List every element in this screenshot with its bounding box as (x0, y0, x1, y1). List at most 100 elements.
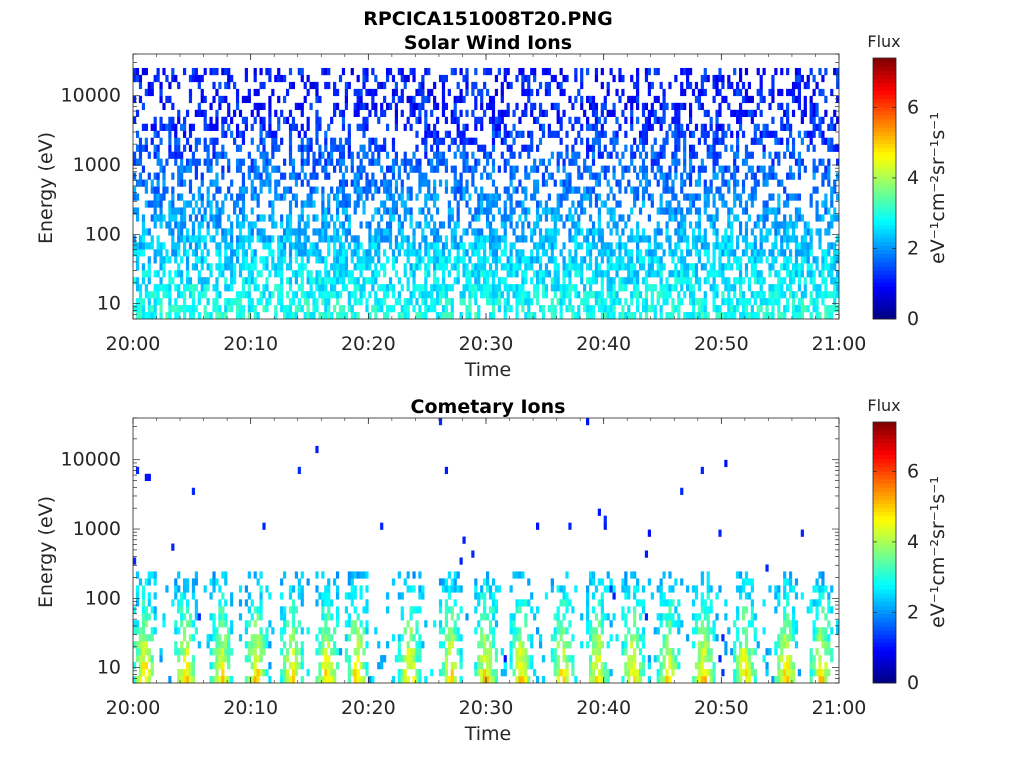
spectrogram-cell (377, 284, 381, 292)
spectrogram-cell (385, 74, 390, 83)
spectrogram-cell (250, 263, 254, 271)
spectrogram-cell (630, 123, 634, 131)
spectrogram-cell (786, 270, 790, 278)
spectrogram-cell (594, 109, 599, 118)
spectrogram-cell (491, 277, 496, 285)
spectrogram-cell (283, 186, 287, 194)
spectrogram-cell (815, 305, 819, 313)
spectrogram-cell (291, 270, 296, 278)
spectrogram-cell (503, 242, 507, 250)
spectrogram-cell (650, 256, 654, 264)
spectrogram-cell (409, 207, 413, 215)
spectrogram-cell (583, 193, 587, 201)
spectrogram-cell (736, 193, 740, 201)
spectrogram-cell (371, 88, 375, 97)
spectrogram-cell (421, 95, 425, 104)
spectrogram-cell (509, 151, 513, 159)
spectrogram-cell (733, 109, 737, 118)
spectrogram-cell (147, 571, 151, 579)
y-tick-label: 1000 (73, 154, 121, 176)
spectrogram-cell (580, 74, 584, 83)
spectrogram-cell (371, 151, 375, 159)
spectrogram-cell (768, 193, 772, 201)
spectrogram-cell (430, 291, 434, 299)
spectrogram-cell (144, 578, 148, 586)
spectrogram-cell (288, 151, 293, 159)
spectrogram-cell (409, 186, 413, 194)
spectrogram-cell (503, 109, 507, 118)
spectrogram-cell (744, 144, 749, 152)
spectrogram-cell (294, 662, 298, 670)
spectrogram-cell (574, 95, 578, 104)
spectrogram-cell (138, 144, 143, 152)
spectrogram-cell (424, 172, 428, 180)
spectrogram-cell (618, 263, 622, 271)
spectrogram-cell (362, 662, 366, 670)
spectrogram-cell (597, 207, 601, 215)
spectrogram-cell (356, 676, 360, 684)
colorbar-segment (873, 229, 896, 234)
spectrogram-cell (415, 158, 419, 166)
spectrogram-cell (441, 109, 446, 118)
spectrogram-cell (503, 207, 507, 215)
spectrogram-cell (641, 256, 646, 264)
spectrogram-cell (227, 165, 231, 173)
spectrogram-cell (306, 214, 310, 222)
spectrogram-cell (347, 200, 351, 208)
spectrogram-cell (421, 641, 425, 649)
spectrogram-cell (377, 207, 381, 215)
spectrogram-cell (191, 207, 196, 215)
spectrogram-cell (574, 284, 578, 292)
spectrogram-cell (183, 284, 187, 292)
spectrogram-cell (238, 613, 243, 621)
spectrogram-cell (724, 200, 728, 208)
spectrogram-cell (497, 123, 501, 131)
spectrogram-cell (568, 256, 572, 264)
spectrogram-cell (212, 151, 216, 159)
spectrogram-cell (553, 242, 557, 250)
spectrogram-cell (756, 277, 760, 285)
spectrogram-cell (530, 249, 534, 257)
spectrogram-cell (650, 151, 654, 159)
spectrogram-cell (297, 214, 301, 222)
spectrogram-cell (156, 235, 160, 243)
spectrogram-cell (133, 277, 137, 285)
spectrogram-cell (241, 249, 246, 257)
spectrogram-cell (609, 207, 613, 215)
spectrogram-cell (168, 95, 172, 104)
spectrogram-cell (603, 242, 607, 250)
spectrogram-cell (683, 102, 687, 111)
spectrogram-cell (553, 263, 557, 271)
colorbar-segment (873, 159, 896, 165)
spectrogram-cell (521, 88, 525, 97)
spectrogram-cell (612, 214, 616, 222)
spectrogram-cell (491, 256, 496, 264)
spectrogram-cell (165, 123, 169, 131)
spectrogram-cell (797, 284, 802, 292)
spectrogram-cell (218, 676, 222, 684)
spectrogram-cell (506, 256, 510, 264)
spectrogram-cell (647, 263, 651, 271)
spectrogram-cell (765, 123, 769, 131)
spectrogram-cell (583, 305, 587, 313)
spectrogram-cell (433, 235, 437, 243)
spectrogram-cell (780, 235, 784, 243)
spectrogram-cell (391, 165, 396, 173)
spectrogram-cell (177, 648, 181, 656)
spectrogram-cell (412, 284, 416, 292)
spectrogram-cell (159, 655, 163, 663)
spectrogram-cell (309, 312, 313, 320)
spectrogram-cell (721, 130, 725, 138)
spectrogram-cell (762, 144, 766, 152)
spectrogram-cell (412, 676, 416, 684)
spectrogram-cell (553, 221, 557, 229)
spectrogram-cell (383, 249, 387, 257)
spectrogram-cell (224, 620, 228, 628)
spectrogram-cell (165, 284, 169, 292)
spectrogram-cell (827, 179, 831, 187)
spectrogram-cell (183, 305, 187, 313)
spectrogram-cell (418, 655, 422, 663)
spectrogram-cell (406, 662, 410, 670)
spectrogram-cell (721, 81, 725, 90)
spectrogram-cell (291, 613, 296, 621)
